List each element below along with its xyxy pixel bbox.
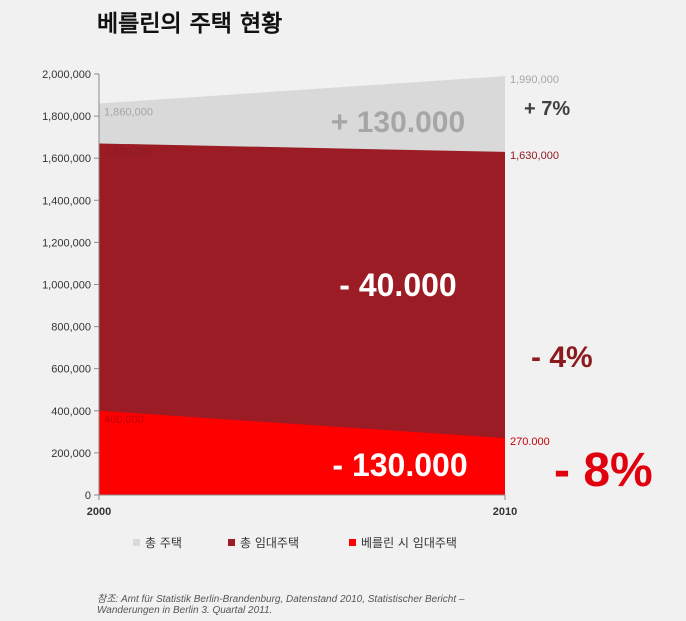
legend-item-city: 베를린 시 임대주택 [349, 534, 457, 551]
data-label-end-2: 270.000 [510, 436, 550, 448]
y-tick-label: 1,400,000 [42, 195, 91, 207]
annotation-rental-pct: - 4% [531, 341, 593, 374]
legend-label-total: 총 주택 [145, 536, 182, 550]
legend-item-total: 총 주택 [133, 534, 182, 551]
area-series-2 [99, 410, 505, 495]
y-tick-label: 1,200,000 [42, 237, 91, 249]
annotation-city-change: - 130.000 [332, 447, 467, 483]
annotation-rental-change: - 40.000 [339, 267, 456, 303]
annotation-total-pct: + 7% [524, 98, 570, 120]
y-tick-label: 600,000 [51, 364, 91, 376]
page-title: 베를린의 주택 현황 [97, 11, 283, 37]
data-label-end-0: 1,990,000 [510, 74, 559, 86]
legend-swatch-city [349, 539, 356, 546]
legend-swatch-rental [228, 539, 235, 546]
legend-item-rental: 총 임대주택 [228, 534, 299, 551]
legend-label-rental: 총 임대주택 [240, 536, 300, 550]
data-label-start-1: 1,670,000 [104, 146, 153, 158]
y-tick-label: 400,000 [51, 406, 91, 418]
x-tick-label: 2010 [493, 506, 517, 518]
annotation-total-change: + 130.000 [331, 106, 465, 139]
annotation-city-pct: - 8% [554, 444, 653, 497]
legend-label-city: 베를린 시 임대주택 [361, 536, 457, 550]
y-tick-label: 0 [85, 490, 91, 502]
source-note: 참조: Amt für Statistik Berlin-Brandenburg… [97, 594, 465, 616]
x-tick-label: 2000 [87, 506, 111, 518]
y-tick-label: 800,000 [51, 322, 91, 334]
y-tick-label: 1,000,000 [42, 280, 91, 292]
data-label-start-0: 1,860,000 [104, 106, 153, 118]
y-tick-label: 2,000,000 [42, 69, 91, 81]
y-tick-label: 1,600,000 [42, 153, 91, 165]
legend-swatch-total [133, 539, 140, 546]
data-label-end-1: 1,630,000 [510, 150, 559, 162]
y-tick-label: 1,800,000 [42, 111, 91, 123]
area-series-1 [99, 143, 505, 495]
data-label-start-2: 400,000 [104, 414, 144, 426]
y-tick-label: 200,000 [51, 448, 91, 460]
